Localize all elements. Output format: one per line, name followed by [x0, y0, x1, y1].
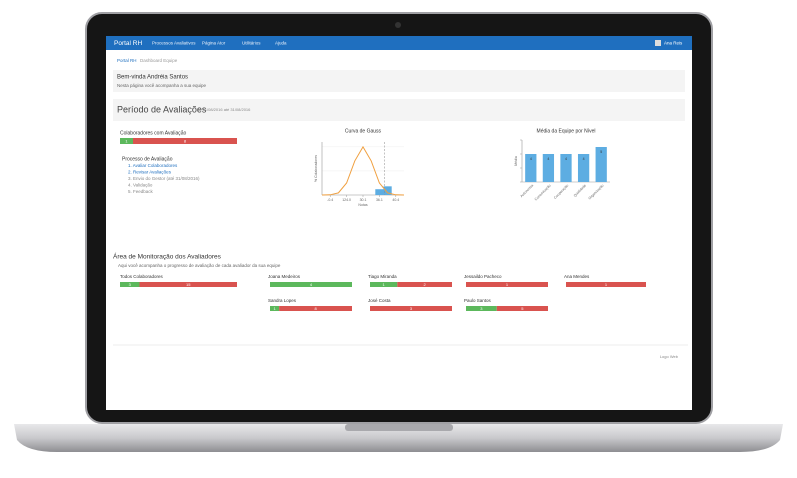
breadcrumb-link[interactable]: Portal RH [117, 58, 137, 63]
process-step: 3. Envio do Gestor (até 31/08/2016) [128, 176, 200, 181]
progress-pending [496, 306, 548, 311]
user-name[interactable]: Ana Reis [664, 41, 683, 46]
x-tick-label: -0.4 [327, 198, 333, 202]
progress-pending [566, 282, 646, 287]
x-tick-label: 30.1 [360, 198, 367, 202]
bar [542, 154, 555, 182]
screen-content: Portal RH Processos Avaliativos Página Ato… [106, 36, 692, 359]
navbar [106, 36, 692, 50]
progress-done-label: 3 [480, 306, 483, 311]
bar [595, 147, 607, 182]
gauss-curve [321, 145, 405, 196]
avatar [655, 40, 661, 46]
progress-done [270, 282, 352, 287]
progress-pending-label: 5 [521, 306, 524, 311]
welcome-title: Bem-vinda Andréia Santos [117, 75, 188, 81]
bar [525, 154, 537, 182]
nav-item[interactable]: Ajuda [275, 41, 287, 46]
progress-pending-label: 2 [424, 282, 427, 287]
x-tick-label: 124.0 [342, 198, 351, 202]
progress-done [466, 306, 497, 311]
bar [560, 154, 572, 182]
screen [106, 36, 692, 410]
progress-pending [397, 282, 452, 287]
histogram-bar [383, 186, 392, 195]
process-step: 4. Validação [128, 183, 153, 188]
summary-label: Colaboradores com Avaliação [120, 130, 187, 136]
process-step: 5. Feedback [128, 189, 154, 194]
chart-title: Média da Equipe por Nível [537, 128, 596, 134]
footer-text: Logo Web [660, 354, 679, 359]
y-axis-label: % Colaboradores [314, 155, 318, 182]
progress-pending [466, 282, 548, 287]
evaluator-name: Tiago Miranda [368, 274, 397, 279]
process-step[interactable]: 1. Avaliar Colaboradores [128, 163, 178, 168]
progress-done-label: 4 [310, 282, 313, 287]
progress-pending-label: 15 [186, 282, 191, 287]
welcome-box [113, 70, 685, 92]
evaluator-name: José Costa [368, 298, 391, 303]
progress-pending-label: 8 [184, 138, 187, 143]
progress-done-label: 1 [273, 306, 276, 311]
welcome-subtitle: Nesta página você acompanha a sua equipe [117, 83, 207, 88]
bar-value-label: 5 [600, 150, 602, 154]
period-header [113, 99, 685, 121]
evaluator-name: Paulo Santos [464, 298, 492, 303]
progress-done-label: 3 [129, 282, 132, 287]
nav-item[interactable]: Utilitários [242, 41, 261, 46]
progress-pending-label: 1 [605, 282, 608, 287]
nav-item[interactable]: Página Ator [202, 41, 226, 46]
y-axis-label: Média [514, 156, 518, 166]
progress-pending-label: 8 [314, 306, 317, 311]
nav-item[interactable]: Processos Avaliativos [152, 41, 196, 46]
brand[interactable]: Portal RH [114, 40, 142, 47]
progress-done-label: 1 [125, 138, 128, 143]
notch [345, 424, 453, 431]
evaluator-name: Ana Mendes [564, 274, 590, 279]
x-tick-label: 40.4 [392, 198, 399, 202]
camera [395, 22, 401, 28]
laptop-base [14, 424, 783, 452]
histogram-bar [375, 189, 384, 195]
bar-value-label: 4 [583, 157, 585, 161]
progress-done-label: 1 [383, 282, 386, 287]
progress-done [120, 282, 140, 287]
evaluator-name: Sandra Lopes [268, 298, 297, 303]
progress-pending-label: 3 [410, 306, 413, 311]
progress-pending [279, 306, 352, 311]
monitor-title: Área de Monitoração dos Avaliadores [113, 252, 222, 261]
period-title: Período de Avaliações [117, 104, 207, 114]
progress-done [270, 306, 280, 311]
breadcrumb-current: Dashboard Equipe [140, 58, 178, 63]
x-tick-label: 36.1 [376, 198, 383, 202]
bar-value-label: 4 [565, 157, 567, 161]
progress-pending [370, 306, 452, 311]
evaluator-name: Jessaildo Pacheco [464, 274, 502, 279]
progress-pending-label: 1 [506, 282, 509, 287]
progress-done [120, 138, 133, 144]
chart-title: Curva de Gauss [345, 128, 382, 134]
progress-pending [139, 282, 237, 287]
x-axis-label: Notas [358, 203, 367, 207]
progress-done [370, 282, 398, 287]
monitor-subtitle: Aqui você acompanha o progresso de avali… [118, 263, 281, 268]
period-range: de 01/08/2016 até 31/08/2016 [197, 107, 251, 112]
evaluator-name: Todos Colaboradores [120, 274, 164, 279]
process-title: Processo de Avaliação [122, 156, 173, 162]
bar-value-label: 4 [547, 157, 549, 161]
bar-value-label: 4 [530, 157, 532, 161]
evaluator-name: Joana Medeiros [268, 274, 301, 279]
progress-pending [133, 138, 237, 144]
bar [577, 154, 590, 182]
process-step[interactable]: 2. Revisar Avaliações [128, 170, 172, 175]
